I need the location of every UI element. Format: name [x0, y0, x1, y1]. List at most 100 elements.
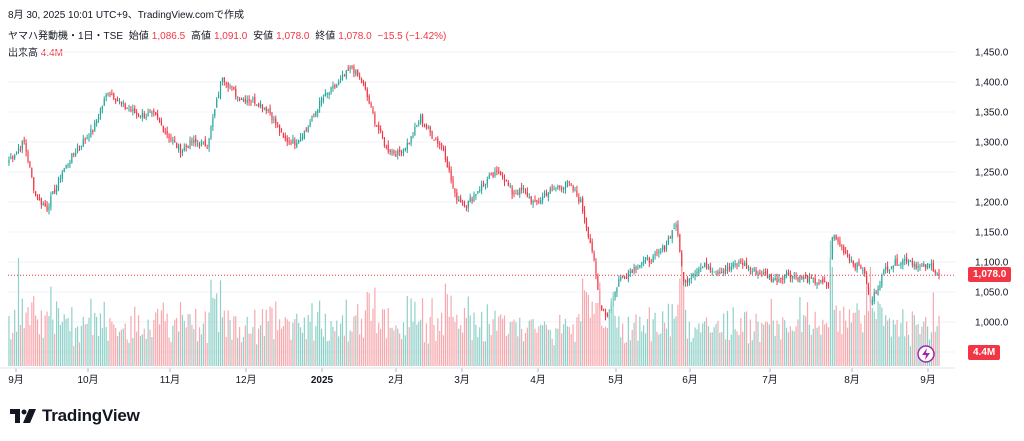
volume-bar — [282, 326, 285, 366]
volume-bar — [218, 331, 220, 366]
candle-body — [380, 128, 382, 131]
volume-bar — [641, 331, 643, 366]
candle-body — [46, 205, 48, 211]
volume-bar — [654, 312, 656, 366]
candle-body — [620, 277, 622, 280]
volume-bar — [736, 331, 738, 366]
candle-body — [82, 139, 84, 147]
candle-body — [309, 122, 311, 127]
volume-bar — [797, 319, 799, 366]
candle-body — [917, 266, 919, 268]
candle-body — [393, 150, 395, 154]
candle-body — [511, 187, 513, 195]
volume-bar — [27, 307, 29, 366]
candle-body — [92, 130, 94, 132]
volume-bar — [48, 316, 50, 366]
volume-bar — [524, 333, 527, 366]
candle-body — [423, 124, 426, 126]
candle-body — [845, 251, 847, 253]
x-tick-label: 9月 — [920, 374, 936, 386]
volume-bar — [623, 343, 626, 366]
volume-bar — [681, 266, 683, 366]
volume-bar — [136, 331, 138, 366]
volume-bar — [570, 333, 572, 366]
candle-body — [473, 194, 475, 201]
candle-body — [713, 271, 715, 273]
candle-body — [174, 140, 176, 142]
volume-bar — [900, 323, 902, 366]
candle-body — [500, 172, 502, 175]
candle-body — [248, 99, 250, 102]
candle-body — [603, 309, 605, 311]
volume-bar — [734, 329, 736, 366]
candle-body — [442, 146, 445, 150]
volume-bar — [315, 326, 317, 366]
volume-bar — [663, 322, 666, 366]
volume-bar — [820, 334, 822, 366]
volume-bar — [715, 323, 717, 366]
candle-body — [532, 200, 534, 205]
candle-body — [282, 133, 285, 138]
volume-bar — [599, 282, 601, 366]
volume-bar — [153, 319, 155, 366]
candle-body — [124, 103, 126, 109]
candle-body — [629, 271, 631, 274]
candle-body — [27, 151, 29, 162]
candle-body — [197, 143, 199, 145]
volume-bar — [684, 309, 687, 366]
candle-body — [515, 193, 517, 195]
candle-body — [193, 139, 195, 143]
volume-bar — [482, 341, 485, 366]
high-label: 高値 — [190, 31, 211, 42]
volume-bar — [898, 336, 900, 366]
volume-bar — [124, 323, 126, 366]
volume-bar — [837, 331, 839, 366]
volume-bar — [105, 326, 107, 366]
volume-bar — [202, 323, 204, 366]
volume-bar — [170, 341, 172, 366]
candle-body — [919, 266, 921, 268]
candle-body — [238, 98, 241, 101]
candle-body — [524, 189, 527, 192]
volume-bar — [458, 328, 460, 366]
volume-bar — [671, 304, 673, 366]
candle-body — [240, 98, 243, 100]
volume-bar — [846, 327, 849, 366]
volume-bar — [393, 330, 395, 366]
candle-body — [509, 186, 511, 188]
candle-body — [145, 116, 147, 118]
candle-body — [890, 267, 892, 269]
candle-body — [431, 130, 433, 139]
candle-body — [814, 278, 816, 284]
volume-bar — [341, 315, 344, 366]
candle-body — [542, 196, 544, 201]
volume-bar — [263, 335, 265, 366]
candle-body — [936, 273, 938, 275]
candle-body — [536, 200, 538, 203]
x-tick-label: 2025 — [311, 375, 334, 386]
candle-body — [269, 107, 271, 114]
candle-body — [198, 144, 201, 147]
volume-bar — [368, 293, 370, 366]
volume-bar — [360, 318, 363, 366]
volume-bar — [299, 327, 302, 366]
volume-bar — [277, 330, 279, 366]
volume-bar — [311, 303, 313, 366]
open-label: 始値 — [128, 31, 149, 42]
candle-body — [484, 183, 487, 186]
volume-bar — [139, 336, 142, 366]
candle-body — [399, 149, 401, 152]
volume-bar — [177, 331, 180, 366]
volume-bar — [269, 306, 271, 366]
volume-bar — [433, 324, 435, 366]
candle-body — [873, 292, 875, 302]
volume-bar — [517, 336, 519, 366]
low-label: 安値 — [253, 31, 274, 42]
volume-bar — [223, 310, 225, 366]
candle-body — [305, 129, 307, 131]
candle-body — [57, 177, 60, 188]
x-tick-label: 4月 — [530, 374, 546, 386]
volume-bar — [56, 301, 58, 366]
volume-bar — [892, 319, 894, 366]
